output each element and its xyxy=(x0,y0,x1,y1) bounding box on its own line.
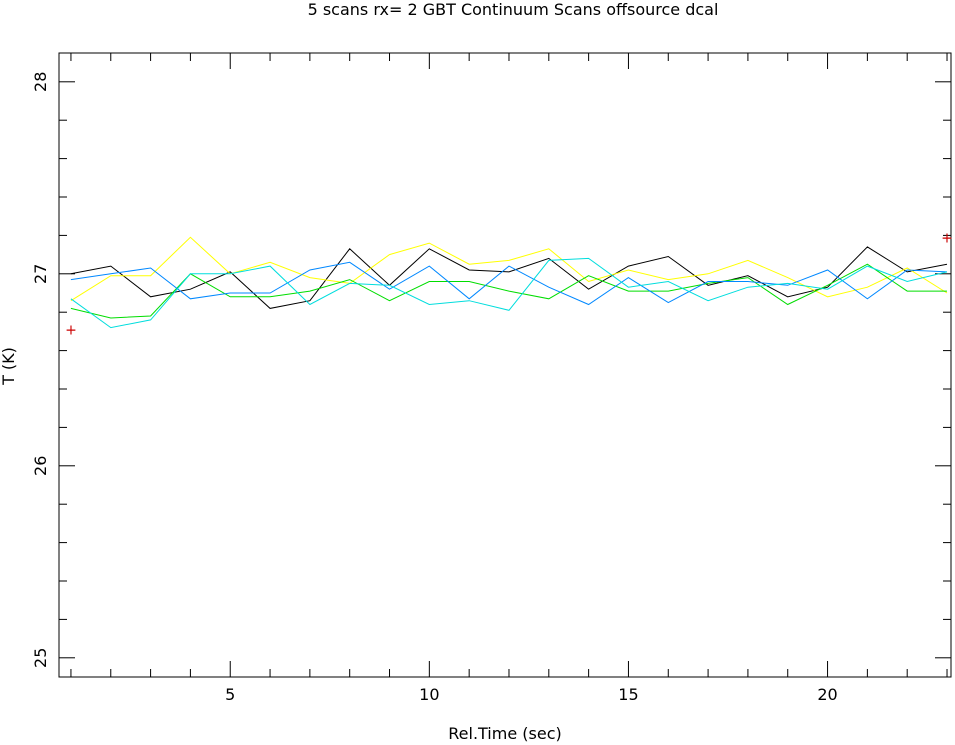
y-axis-label: T (K) xyxy=(0,347,18,386)
series-group xyxy=(70,236,948,329)
x-axis-label: Rel.Time (sec) xyxy=(448,724,561,743)
x-tick-label: 5 xyxy=(225,685,235,704)
y-axis-ticks: 25 26 27 28 xyxy=(31,72,951,668)
marker-2: + xyxy=(941,230,953,246)
series-line-1 xyxy=(70,246,948,309)
series-line-3 xyxy=(70,263,947,319)
chart-title: 5 scans rx= 2 GBT Continuum Scans offsou… xyxy=(308,0,719,19)
y-tick-label: 27 xyxy=(31,264,50,284)
x-tick-label: 20 xyxy=(817,685,837,704)
plot-frame xyxy=(58,52,952,678)
series-line-2 xyxy=(70,236,948,302)
series-line-5 xyxy=(70,257,948,329)
y-tick-label: 28 xyxy=(31,72,50,92)
y-tick-label: 25 xyxy=(31,648,50,668)
x-tick-label: 10 xyxy=(419,685,439,704)
series-line-4 xyxy=(70,261,948,306)
marker-group: ++ xyxy=(65,230,953,338)
x-axis-ticks: 5 10 15 20 xyxy=(70,53,948,704)
marker-1: + xyxy=(65,322,77,338)
y-tick-label: 26 xyxy=(31,456,50,476)
x-tick-label: 15 xyxy=(618,685,638,704)
